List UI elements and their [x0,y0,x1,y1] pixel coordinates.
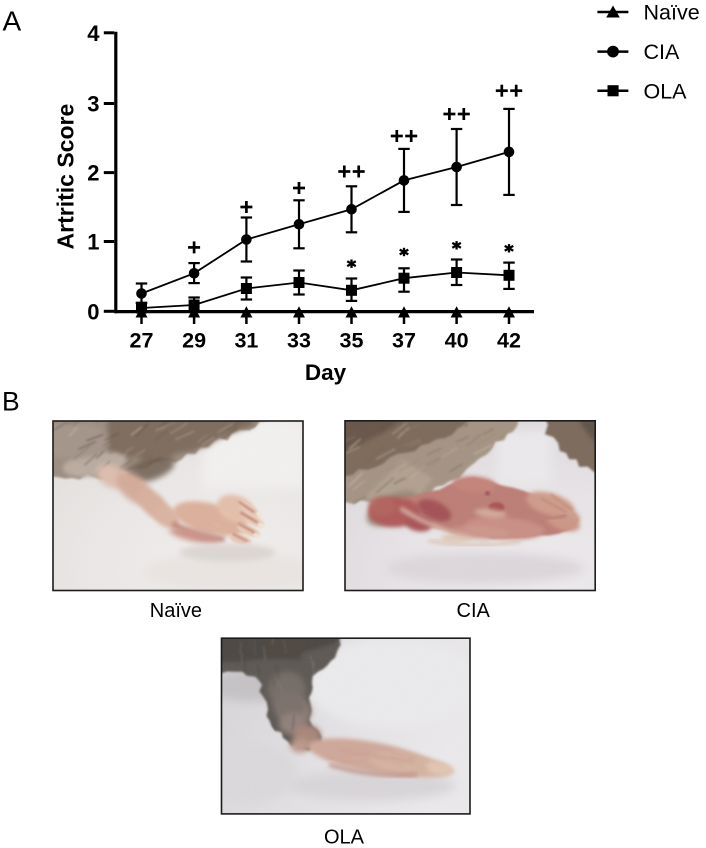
svg-text:2: 2 [87,161,99,186]
svg-text:40: 40 [445,329,469,353]
svg-text:OLA: OLA [644,79,688,103]
svg-text:Artritic Score: Artritic Score [53,104,79,250]
svg-text:Day: Day [305,360,347,385]
svg-text:33: 33 [287,329,311,353]
svg-text:37: 37 [392,329,416,353]
svg-text:Naïve: Naïve [644,1,700,25]
svg-text:Naïve: Naïve [150,600,202,622]
svg-text:4: 4 [87,21,100,46]
svg-text:27: 27 [130,329,154,353]
svg-text:31: 31 [234,329,258,353]
svg-text:B: B [2,386,20,416]
svg-text:A: A [3,5,22,36]
svg-text:CIA: CIA [644,40,681,64]
svg-text:CIA: CIA [457,600,491,622]
svg-text:3: 3 [87,92,99,117]
svg-text:35: 35 [340,329,364,353]
svg-text:1: 1 [87,230,99,255]
svg-text:OLA: OLA [324,826,365,848]
svg-text:0: 0 [87,299,99,324]
svg-text:29: 29 [182,329,206,353]
svg-text:42: 42 [497,329,521,353]
